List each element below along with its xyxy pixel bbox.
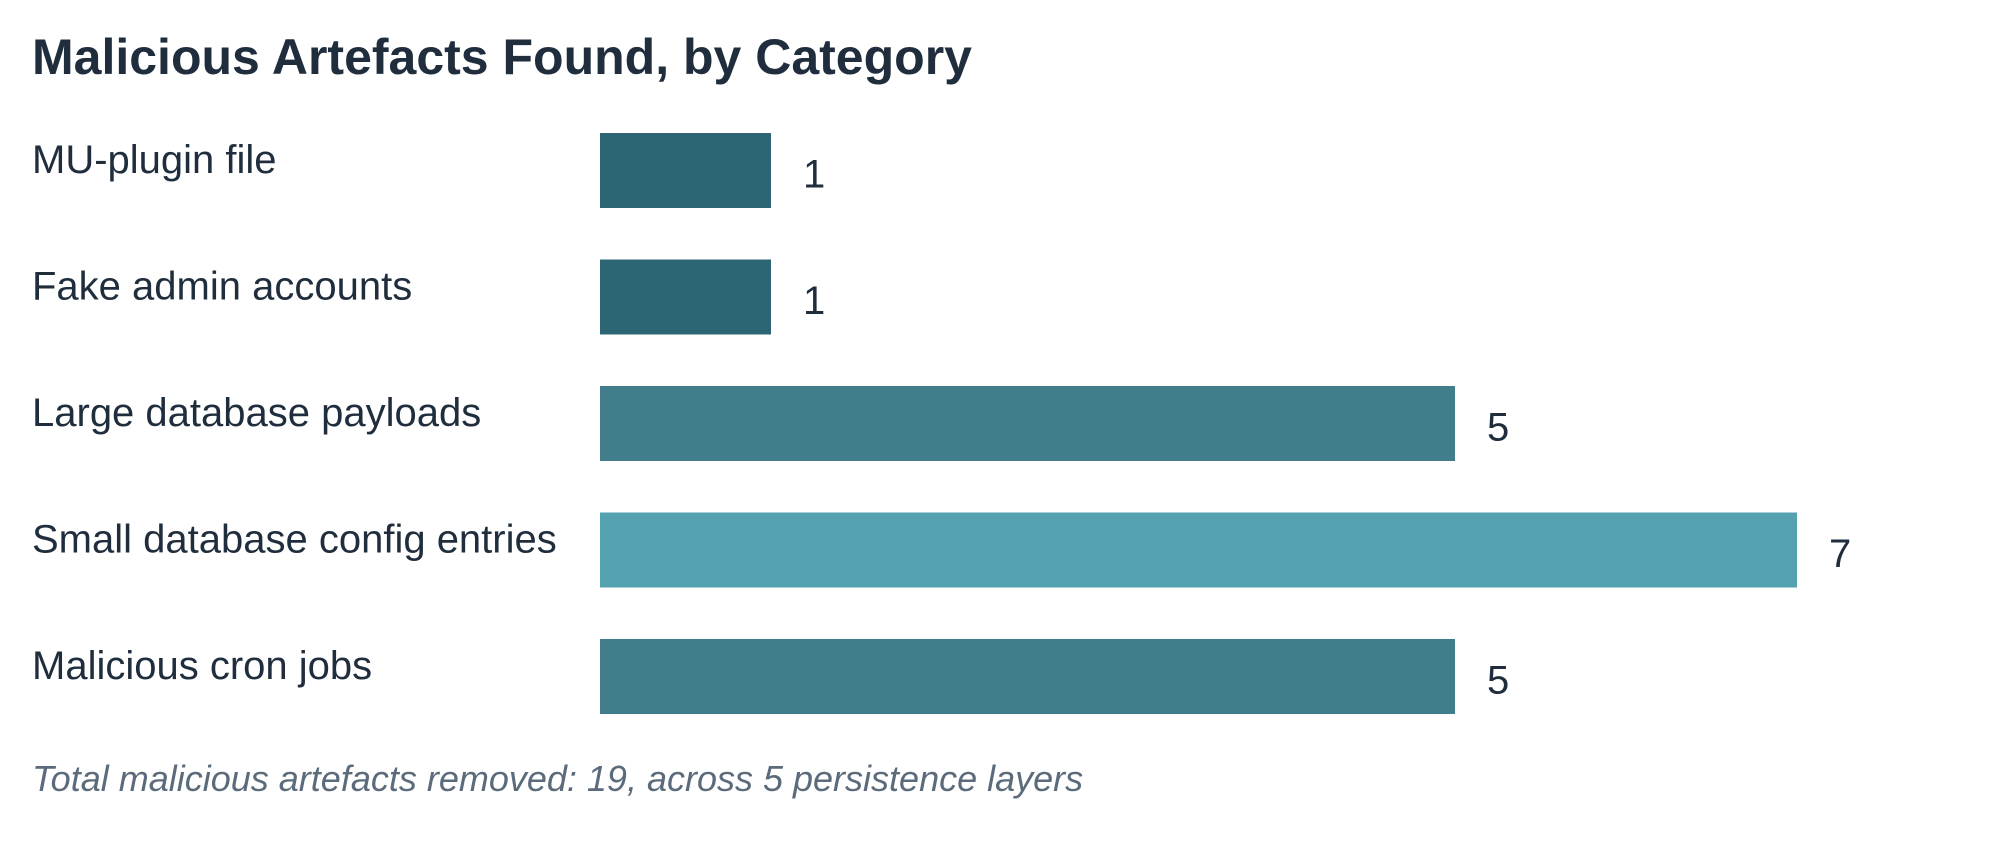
value-label-small-database-config-entries: 7 [1829, 532, 1851, 576]
value-label-mu-plugin-file: 1 [803, 153, 825, 197]
category-label-mu-plugin-file: MU-plugin file [32, 138, 277, 182]
bar-fake-admin-accounts [600, 259, 771, 335]
category-label-small-database-config-entries: Small database config entries [32, 518, 557, 562]
bar-malicious-cron-jobs [600, 639, 1455, 714]
value-labels: 1 1 5 7 5 [803, 153, 1851, 703]
value-label-malicious-cron-jobs: 5 [1487, 659, 1509, 703]
category-label-large-database-payloads: Large database payloads [32, 391, 481, 435]
value-label-fake-admin-accounts: 1 [803, 279, 825, 323]
value-label-large-database-payloads: 5 [1487, 406, 1509, 450]
bars [600, 133, 1797, 714]
category-label-malicious-cron-jobs: Malicious cron jobs [32, 644, 372, 688]
bar-small-database-config-entries [600, 512, 1797, 588]
bar-mu-plugin-file [600, 133, 771, 208]
category-label-fake-admin-accounts: Fake admin accounts [32, 265, 412, 309]
chart-annotation: Total malicious artefacts removed: 19, a… [32, 758, 1084, 799]
bar-large-database-payloads [600, 386, 1455, 461]
chart-title: Malicious Artefacts Found, by Category [32, 29, 972, 85]
category-labels: MU-plugin file Fake admin accounts Large d… [32, 138, 557, 688]
